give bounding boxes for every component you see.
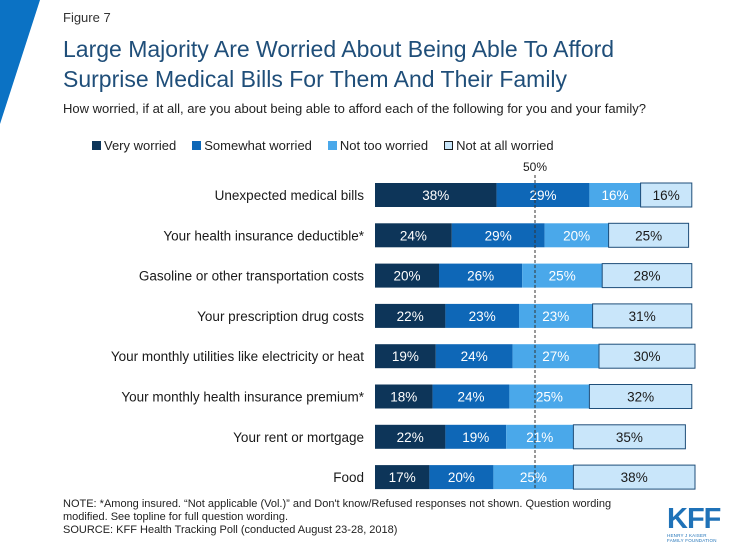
- legend-swatch: [327, 141, 337, 150]
- data-label: 19%: [392, 349, 419, 364]
- legend-item-somewhat-worried: Somewhat worried: [192, 138, 312, 153]
- bar-segment-somewhat-worried: [439, 263, 523, 288]
- bar-segment-not-at-all-worried: [572, 464, 696, 490]
- category-label: Unexpected medical bills: [215, 188, 365, 203]
- figure-label: Figure 7: [63, 10, 111, 25]
- note-line-2: modified. See topline for full question …: [63, 511, 289, 523]
- data-label: 38%: [422, 188, 449, 203]
- legend-item-very-worried: Very worried: [92, 138, 176, 153]
- legend-label: Not at all worried: [456, 138, 554, 153]
- data-label: 22%: [397, 309, 424, 324]
- kff-logo: KFF HENRY J KAISER FAMILY FOUNDATION: [667, 503, 727, 544]
- chart-title: Large Majority Are Worried About Being A…: [63, 36, 615, 92]
- bar-segment-somewhat-worried: [496, 183, 590, 207]
- bar-segment-not-at-all-worried: [608, 222, 690, 248]
- data-label: 23%: [542, 309, 569, 324]
- bar-segment-somewhat-worried: [445, 303, 519, 328]
- logo-subtext-2: FAMILY FOUNDATION: [667, 538, 717, 543]
- bar-segment-not-at-all-worried: [592, 303, 693, 329]
- bar-segment-not-too-worried: [512, 344, 599, 369]
- data-label: 20%: [393, 269, 420, 284]
- data-label: 35%: [616, 430, 643, 445]
- data-label: 26%: [467, 269, 494, 284]
- legend-label: Somewhat worried: [204, 138, 312, 153]
- data-label: 29%: [485, 228, 512, 243]
- legend-swatch: [92, 141, 101, 150]
- data-label: 18%: [390, 390, 417, 405]
- bar-segment-not-too-worried: [589, 183, 641, 207]
- bar-segment-not-too-worried: [506, 424, 574, 449]
- corner-accent: [0, 0, 40, 124]
- bar-segment-not-too-worried: [509, 384, 590, 409]
- data-label: 16%: [653, 188, 680, 203]
- data-label: 27%: [542, 349, 569, 364]
- logo-subtext-1: HENRY J KAISER: [667, 533, 707, 538]
- bar-segment-very-worried: [375, 223, 452, 248]
- bar-segment-very-worried: [375, 183, 497, 207]
- data-label: 20%: [448, 470, 475, 485]
- data-label: 29%: [529, 188, 556, 203]
- data-label: 25%: [520, 470, 547, 485]
- data-label: 24%: [400, 228, 427, 243]
- category-label: Your monthly health insurance premium*: [121, 390, 364, 405]
- bar-segment-very-worried: [375, 344, 436, 369]
- bar-segment-not-at-all-worried: [572, 424, 686, 450]
- category-label: Food: [333, 470, 364, 485]
- legend-swatch: [444, 141, 454, 150]
- data-label: 16%: [601, 188, 628, 203]
- data-label: 17%: [389, 470, 416, 485]
- bar-segment-very-worried: [375, 263, 439, 288]
- bar-segment-somewhat-worried: [435, 344, 513, 369]
- data-label: 30%: [633, 349, 660, 364]
- category-label: Your health insurance deductible*: [163, 228, 364, 243]
- legend-label: Very worried: [104, 138, 177, 153]
- legend-swatch: [192, 141, 202, 150]
- data-label: 22%: [397, 430, 424, 445]
- source-line: SOURCE: KFF Health Tracking Poll (conduc…: [63, 524, 398, 536]
- category-label: Your prescription drug costs: [197, 309, 364, 324]
- data-label: 31%: [629, 309, 656, 324]
- bar-segment-somewhat-worried: [451, 223, 545, 248]
- legend-item-not-at-all-worried: Not at all worried: [444, 138, 554, 153]
- bar-segment-not-at-all-worried: [601, 263, 693, 289]
- data-label: 24%: [457, 390, 484, 405]
- reference-line-label: 50%: [523, 160, 547, 174]
- data-label: 38%: [621, 470, 648, 485]
- bar-segment-very-worried: [375, 465, 430, 490]
- chart-legend: Very worried Somewhat worried Not too worr…: [92, 138, 554, 153]
- note-line-1: NOTE: *Among insured. “Not applicable (V…: [63, 498, 612, 510]
- bar-segment-not-too-worried: [544, 223, 609, 248]
- bar-segment-very-worried: [375, 384, 433, 409]
- data-label: 25%: [635, 228, 662, 243]
- data-label: 19%: [462, 430, 489, 445]
- data-label: 24%: [461, 349, 488, 364]
- stacked-bar-chart: Unexpected medical bills 38% 29% 16% 16% Your…: [111, 160, 696, 490]
- bar-segment-very-worried: [375, 424, 446, 449]
- category-label: Gasoline or other transportation costs: [139, 269, 364, 284]
- data-label: 20%: [563, 228, 590, 243]
- bar-segment-somewhat-worried: [445, 424, 507, 449]
- legend-item-not-too-worried: Not too worried: [327, 138, 429, 153]
- category-label: Your rent or mortgage: [233, 430, 364, 445]
- data-label: 28%: [633, 269, 660, 284]
- data-label: 25%: [536, 390, 563, 405]
- bar-segment-not-too-worried: [522, 263, 603, 288]
- bar-segment-not-too-worried: [519, 303, 593, 328]
- bar-segment-not-at-all-worried: [588, 384, 693, 409]
- bar-segment-somewhat-worried: [432, 384, 510, 409]
- bar-segment-not-at-all-worried: [640, 182, 693, 208]
- data-label: 21%: [526, 430, 553, 445]
- bar-segment-not-too-worried: [493, 465, 574, 490]
- footnotes: NOTE: *Among insured. “Not applicable (V…: [63, 498, 663, 537]
- bar-segment-very-worried: [375, 303, 446, 328]
- logo-mark: KFF: [667, 503, 721, 535]
- data-label: 23%: [469, 309, 496, 324]
- category-label: Your monthly utilities like electricity …: [111, 349, 364, 364]
- bar-segment-not-at-all-worried: [598, 343, 696, 369]
- chart-subtitle: How worried, if at all, are you about be…: [63, 101, 646, 116]
- data-label: 25%: [549, 269, 576, 284]
- bar-segment-somewhat-worried: [429, 465, 494, 490]
- legend-label: Not too worried: [339, 138, 429, 153]
- data-label: 32%: [627, 390, 654, 405]
